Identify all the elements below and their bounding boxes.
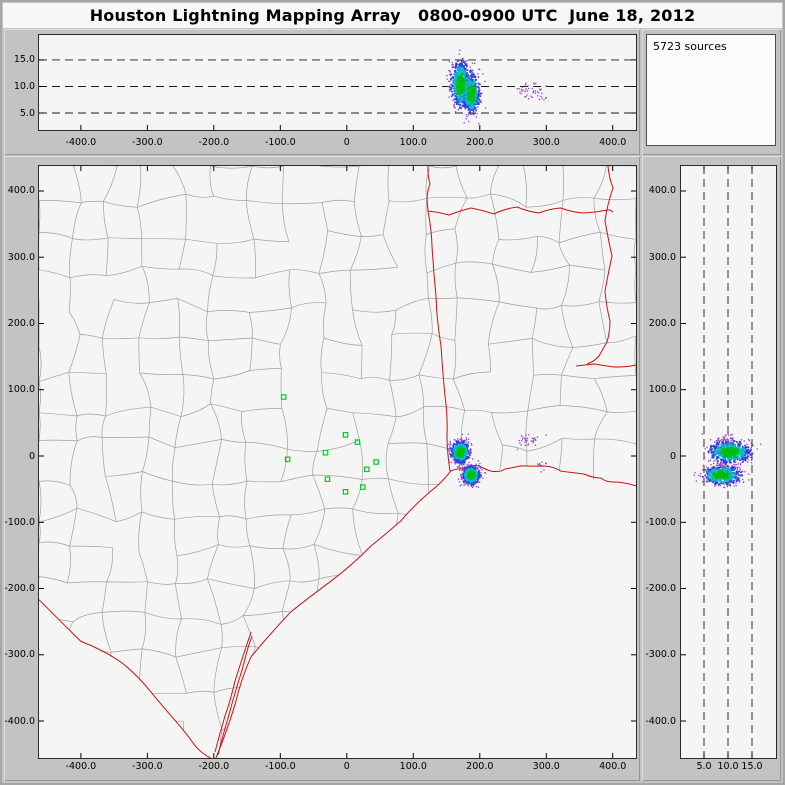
tick-label: 300.0 <box>532 137 560 148</box>
tick-label: 200.0 <box>7 317 35 329</box>
tick-label: 0 <box>343 761 350 772</box>
title-bar: Houston Lightning Mapping Array 0800-090… <box>3 3 782 28</box>
tick-label: 0 <box>28 450 35 462</box>
state-borders <box>39 166 636 758</box>
tick-label: 400.0 <box>7 185 35 197</box>
tick-label: 100.0 <box>7 384 35 396</box>
tick-label: -200.0 <box>198 137 230 148</box>
tick-label: 100.0 <box>648 384 676 396</box>
lightning-sources <box>446 433 547 489</box>
tick-label: 200.0 <box>648 317 676 329</box>
sources-count-label: 5723 sources <box>653 40 727 53</box>
tick-label: 300.0 <box>7 251 35 263</box>
county-boundaries <box>39 166 636 758</box>
tick-label: -400.0 <box>645 715 676 727</box>
tick-label: 400.0 <box>599 137 627 148</box>
tick-label: -300.0 <box>132 761 163 772</box>
tick-label: -300.0 <box>132 137 163 148</box>
altitude-vs-ns-plot[interactable] <box>680 165 777 759</box>
tick-label: 0 <box>669 450 676 462</box>
tick-label: -200.0 <box>645 583 676 595</box>
altitude-ns-quadrant: 5.0 10.0 15.0 400.0 300.0 200.0 100.0 0 -100.0 -2… <box>642 156 781 781</box>
tick-label: 15.0 <box>741 761 763 772</box>
tick-label: -100.0 <box>265 761 296 772</box>
tick-label: -100.0 <box>4 516 35 528</box>
tick-label: 100.0 <box>399 137 427 148</box>
tick-label: -100.0 <box>645 516 676 528</box>
tick-label: -400.0 <box>4 715 35 727</box>
page-title: Houston Lightning Mapping Array 0800-090… <box>89 6 696 25</box>
tick-label: 5.0 <box>19 107 35 119</box>
sources-count-box: 5723 sources <box>646 34 776 146</box>
tick-label: -300.0 <box>645 649 676 661</box>
plan-view-quadrant: -400.0 -300.0 -200.0 -100.0 0 100.0 200.0 300.0… <box>4 156 640 781</box>
altitude-ns-canvas <box>681 166 762 758</box>
tick-label: 15.0 <box>13 54 35 66</box>
tick-label: 400.0 <box>599 761 627 772</box>
tick-label: 300.0 <box>532 761 560 772</box>
plan-view-canvas <box>39 166 636 758</box>
lightning-sources <box>446 49 547 125</box>
tick-label: 10.0 <box>13 80 35 92</box>
tick-label: -200.0 <box>198 761 230 772</box>
plan-view-map-plot[interactable] <box>38 165 637 759</box>
tick-label: -400.0 <box>65 761 97 772</box>
tick-label: 0 <box>343 137 350 148</box>
tick-label: -100.0 <box>265 137 296 148</box>
tick-label: -200.0 <box>4 583 35 595</box>
altitude-ew-canvas <box>39 49 636 130</box>
altitude-ew-quadrant: -400.0 -300.0 -200.0 -100.0 0 100.0 200.0 300.0… <box>4 29 640 155</box>
tick-label: 5.0 <box>696 761 712 772</box>
lma-stations <box>280 394 379 495</box>
tick-label: 10.0 <box>717 761 739 772</box>
tick-label: 100.0 <box>399 761 427 772</box>
tick-label: 200.0 <box>466 137 494 148</box>
tick-label: -300.0 <box>4 649 35 661</box>
tick-label: 400.0 <box>648 185 676 197</box>
tick-label: -400.0 <box>65 137 97 148</box>
lightning-sources <box>693 433 762 489</box>
altitude-vs-ew-plot[interactable] <box>38 34 637 131</box>
sources-quadrant: 5723 sources <box>642 29 781 155</box>
tick-label: 300.0 <box>648 251 676 263</box>
tick-label: 200.0 <box>466 761 494 772</box>
